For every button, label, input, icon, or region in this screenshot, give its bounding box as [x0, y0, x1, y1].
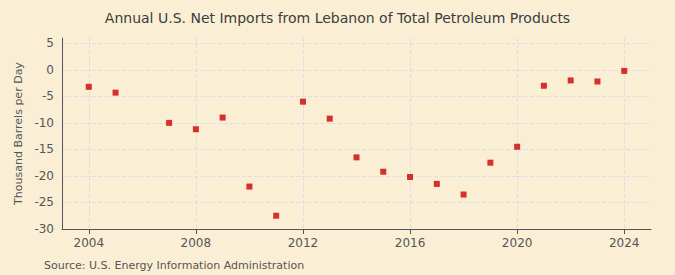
svg-text:-30: -30 — [34, 222, 54, 236]
svg-text:2016: 2016 — [395, 236, 426, 250]
svg-text:2004: 2004 — [73, 236, 104, 250]
svg-text:2008: 2008 — [181, 236, 212, 250]
svg-text:2024: 2024 — [609, 236, 640, 250]
svg-text:Annual U.S. Net Imports from L: Annual U.S. Net Imports from Lebanon of … — [105, 10, 570, 26]
svg-text:-20: -20 — [34, 169, 54, 183]
svg-text:Source: U.S. Energy Informatio: Source: U.S. Energy Information Administ… — [44, 259, 304, 272]
svg-text:-25: -25 — [34, 195, 54, 209]
svg-text:-10: -10 — [34, 116, 54, 130]
svg-text:2012: 2012 — [288, 236, 319, 250]
svg-text:-15: -15 — [34, 142, 54, 156]
svg-text:2020: 2020 — [502, 236, 533, 250]
svg-text:Thousand Barrels per Day: Thousand Barrels per Day — [12, 62, 25, 206]
svg-text:0: 0 — [46, 63, 54, 77]
svg-text:-5: -5 — [42, 89, 54, 103]
svg-text:5: 5 — [46, 36, 54, 50]
